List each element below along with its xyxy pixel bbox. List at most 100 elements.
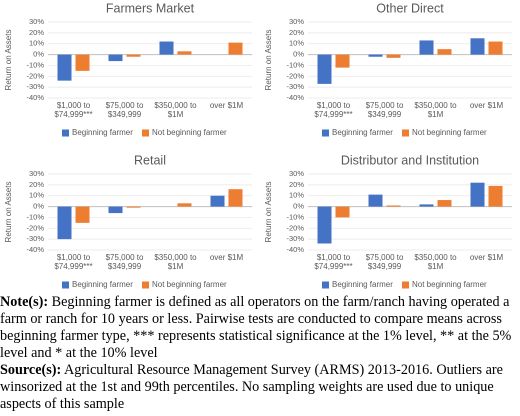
x-tick-label: $75,000 to $349,999	[105, 101, 144, 119]
chart-title: Farmers Market	[106, 1, 195, 15]
x-tick-label-box: over $1M	[469, 101, 504, 110]
y-tick-label: -10%	[26, 212, 44, 221]
y-tick-label: -20%	[26, 71, 44, 80]
y-tick-label: -20%	[286, 223, 304, 232]
bar	[470, 38, 485, 55]
note: Note(s): Beginning farmer is defined as …	[0, 294, 516, 362]
bar	[368, 54, 383, 57]
y-tick-label: 20%	[289, 28, 304, 37]
legend-label: Not beginning farmer	[152, 128, 227, 137]
bar	[488, 185, 503, 207]
note-text: Beginning farmer is defined as all opera…	[0, 294, 512, 361]
x-tick-label-box: $350,000 to $1M	[154, 253, 197, 271]
y-tick-label: -10%	[26, 60, 44, 69]
y-tick-label: 20%	[289, 180, 304, 189]
bar	[386, 205, 401, 207]
bar	[335, 54, 350, 68]
x-tick-label-box: $75,000 to $349,999	[365, 101, 404, 119]
legend-swatch	[142, 129, 149, 137]
bar	[335, 206, 350, 218]
bar	[108, 54, 123, 62]
y-axis-label: Return on Assets	[4, 182, 13, 243]
y-tick-label: -40%	[286, 93, 304, 102]
x-tick-label: over $1M	[469, 253, 504, 262]
y-tick-label: 30%	[289, 17, 304, 26]
y-tick-label: -30%	[286, 82, 304, 91]
x-tick-label-box: $75,000 to $349,999	[366, 253, 404, 271]
bar	[108, 206, 123, 214]
y-tick-label: -40%	[26, 93, 44, 102]
bar	[437, 200, 452, 207]
y-tick-label: -20%	[26, 223, 44, 232]
bar	[177, 203, 192, 207]
x-tick-label: $1,000 to $74,999***	[54, 253, 93, 271]
y-tick-label: -30%	[286, 234, 304, 243]
y-tick-label: -10%	[286, 212, 304, 221]
x-tick-label: $350,000 to $1M	[414, 101, 457, 119]
bar	[126, 206, 141, 208]
y-tick-label: 0%	[293, 50, 304, 59]
x-tick-label: over $1M	[209, 253, 244, 262]
x-tick-label-box: $1,000 to $74,999***	[54, 101, 93, 119]
x-tick-label-box: $1,000 to $74,999***	[314, 253, 353, 271]
y-tick-label: -30%	[26, 82, 44, 91]
legend-label: Not beginning farmer	[412, 280, 487, 289]
note: Source(s): Agricultural Resource Managem…	[0, 362, 516, 413]
y-tick-label: -20%	[286, 71, 304, 80]
legend-swatch	[402, 281, 409, 289]
x-tick-label: $350,000 to $1M	[154, 101, 197, 119]
x-tick-label: $1,000 to $74,999***	[54, 101, 93, 119]
legend-label: Beginning farmer	[332, 128, 393, 137]
notes: Note(s): Beginning farmer is defined as …	[0, 294, 516, 413]
x-tick-label-box: $75,000 to $349,999	[105, 101, 144, 119]
x-tick-label: over $1M	[209, 101, 244, 110]
x-tick-label-box: over $1M	[469, 253, 504, 262]
note-label: Source(s):	[0, 362, 62, 378]
x-tick-label: $75,000 to $349,999	[105, 253, 144, 271]
y-tick-label: 20%	[29, 180, 44, 189]
x-tick-label-box: $350,000 to $1M	[414, 253, 456, 271]
y-tick-label: 30%	[29, 169, 44, 178]
y-tick-label: 0%	[33, 202, 44, 211]
legend-swatch	[322, 129, 329, 137]
x-tick-label: over $1M	[469, 101, 504, 110]
y-tick-label: -40%	[286, 245, 304, 254]
bar	[75, 54, 90, 71]
y-tick-label: -10%	[286, 60, 304, 69]
charts: Farmers Market Return on Assets -40% -30% -2…	[4, 1, 512, 289]
bar	[419, 204, 434, 207]
bar	[159, 41, 174, 55]
bar	[437, 49, 452, 55]
bar	[57, 54, 72, 81]
y-axis-label: Return on Assets	[264, 182, 273, 243]
bar	[368, 194, 383, 207]
y-tick-label: 0%	[293, 202, 304, 211]
x-tick-label-box: $350,000 to $1M	[414, 101, 457, 119]
x-tick-label: $350,000 to $1M	[154, 253, 197, 271]
chart-title: Other Direct	[376, 1, 444, 15]
y-tick-label: 30%	[289, 169, 304, 178]
bar	[228, 42, 243, 55]
bar	[386, 54, 401, 58]
legend-swatch	[62, 129, 69, 137]
y-tick-label: 20%	[29, 28, 44, 37]
y-tick-label: 10%	[289, 191, 304, 200]
bar	[228, 189, 243, 207]
bar	[57, 206, 72, 240]
legend-label: Beginning farmer	[72, 280, 133, 289]
y-tick-label: -40%	[26, 245, 44, 254]
bar	[126, 54, 141, 57]
bar	[419, 40, 434, 55]
x-tick-label: $1,000 to $74,999***	[314, 253, 353, 271]
x-tick-label: $75,000 to $349,999	[365, 101, 404, 119]
y-tick-label: 30%	[29, 17, 44, 26]
y-axis-label: Return on Assets	[4, 30, 13, 91]
bar	[75, 206, 90, 223]
y-axis-label: Return on Assets	[264, 30, 273, 91]
note-text: Agricultural Resource Management Survey …	[0, 362, 503, 412]
x-tick-label-box: over $1M	[209, 253, 244, 262]
bar	[488, 41, 503, 55]
chart-title: Distributor and Institution	[341, 153, 479, 167]
x-tick-label-box: $1,000 to $74,999***	[54, 253, 93, 271]
